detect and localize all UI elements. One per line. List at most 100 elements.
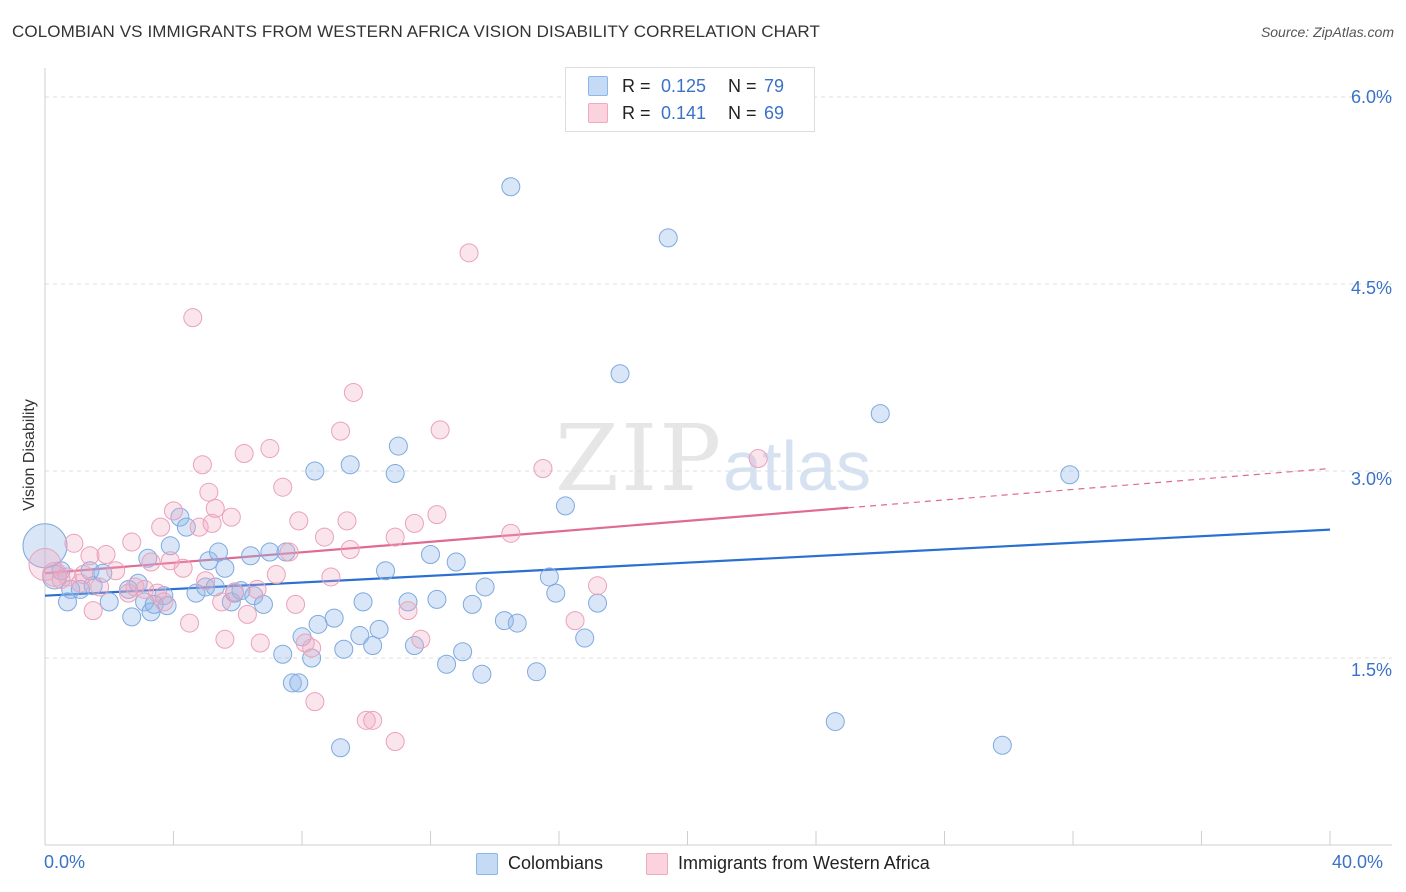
axes bbox=[44, 68, 1392, 846]
western-africa-point bbox=[302, 638, 322, 658]
western-africa-point bbox=[533, 459, 553, 479]
western-africa-point bbox=[189, 517, 209, 537]
western-africa-point bbox=[321, 567, 341, 587]
colombian-point bbox=[305, 461, 325, 481]
western-africa-point bbox=[273, 477, 293, 497]
western-africa-point bbox=[64, 533, 84, 553]
western-africa-point bbox=[221, 507, 241, 527]
trend-lines bbox=[44, 467, 1331, 597]
colombian-point bbox=[331, 738, 351, 758]
western-africa-point bbox=[430, 420, 450, 440]
colombian-point bbox=[353, 592, 373, 612]
colombian-point bbox=[376, 561, 396, 581]
western-africa-point bbox=[90, 577, 110, 597]
legend-label: Immigrants from Western Africa bbox=[678, 853, 930, 873]
stats-r-value: 0.141 bbox=[661, 103, 707, 123]
western-africa-point bbox=[398, 601, 418, 621]
data-points bbox=[22, 177, 1080, 758]
western-africa-point bbox=[164, 501, 183, 521]
western-africa-point bbox=[266, 564, 286, 584]
colombian-point bbox=[462, 594, 482, 614]
colombian-point bbox=[289, 673, 309, 693]
watermark: ZIPatlas bbox=[555, 405, 871, 512]
colombian-point bbox=[70, 579, 90, 599]
western-africa-point bbox=[196, 571, 216, 591]
western-africa-point bbox=[96, 545, 116, 565]
western-africa-point bbox=[80, 546, 100, 566]
colombian-point bbox=[825, 712, 845, 732]
colombian-point bbox=[472, 664, 492, 684]
stats-swatch-pink bbox=[588, 103, 608, 123]
colombian-point bbox=[437, 654, 457, 674]
colombian-point bbox=[421, 545, 440, 565]
stats-r-label: R = bbox=[622, 76, 651, 96]
stats-box: R = 0.125 N = 79 R = 0.141 N = 69 bbox=[565, 67, 815, 132]
western-africa-point bbox=[260, 439, 280, 459]
colombian-point bbox=[160, 536, 180, 556]
legend-item-western-africa[interactable]: Immigrants from Western Africa bbox=[646, 852, 986, 876]
western-africa-point bbox=[199, 482, 219, 502]
western-africa-point bbox=[314, 527, 334, 547]
western-africa-point bbox=[295, 633, 315, 653]
western-africa-point bbox=[331, 421, 351, 441]
western-africa-point bbox=[286, 594, 306, 614]
western-africa-point bbox=[279, 542, 299, 562]
legend-swatch-blue bbox=[476, 853, 498, 875]
stats-n-value: 79 bbox=[764, 76, 785, 96]
western-africa-point bbox=[192, 455, 212, 475]
colombian-point bbox=[539, 567, 559, 587]
colombian-point bbox=[241, 546, 261, 566]
western-africa-point bbox=[183, 308, 203, 328]
legend-label: Colombians bbox=[508, 853, 604, 873]
western-africa-point bbox=[305, 692, 325, 712]
colombian-point bbox=[555, 496, 575, 516]
stats-r-value: 0.125 bbox=[661, 76, 707, 96]
western-africa-point bbox=[411, 629, 431, 649]
colombian-point bbox=[231, 581, 251, 601]
gridlines bbox=[45, 96, 1392, 659]
stats-n-value: 69 bbox=[764, 103, 785, 123]
western-africa-point bbox=[74, 564, 94, 584]
colombian-point bbox=[446, 552, 466, 572]
colombian-point bbox=[99, 592, 119, 612]
western-africa-point bbox=[247, 579, 267, 599]
colombian-point bbox=[992, 735, 1012, 755]
colombian-point bbox=[350, 626, 370, 646]
colombian-point bbox=[363, 636, 383, 656]
western-africa-point bbox=[202, 513, 222, 533]
western-africa-point bbox=[106, 561, 126, 581]
colombian-point bbox=[658, 228, 678, 248]
legend-item-colombians[interactable]: Colombians bbox=[476, 852, 636, 876]
colombian-point bbox=[501, 177, 521, 197]
western-africa-point bbox=[385, 527, 405, 547]
colombian-point bbox=[260, 542, 280, 562]
x-max-label: 40.0% bbox=[1332, 852, 1384, 872]
western-africa-point bbox=[340, 540, 360, 560]
trend-line bbox=[44, 528, 1331, 597]
colombian-point bbox=[122, 607, 142, 627]
colombian-point bbox=[208, 542, 228, 562]
watermark-atlas: atlas bbox=[723, 427, 872, 505]
colombian-point bbox=[385, 463, 405, 483]
western-africa-point bbox=[212, 592, 232, 612]
western-africa-point bbox=[427, 505, 447, 525]
colombian-point bbox=[57, 592, 77, 612]
colombian-point bbox=[610, 364, 630, 384]
trend-line-extrapolated bbox=[848, 467, 1331, 509]
y-tick-label-6: 6.0% bbox=[1350, 87, 1392, 107]
western-africa-point bbox=[205, 498, 225, 518]
colombian-point bbox=[334, 639, 354, 659]
stats-n-label: N = bbox=[728, 103, 757, 123]
western-africa-point bbox=[51, 569, 71, 589]
western-africa-point bbox=[135, 579, 155, 599]
colombian-point bbox=[575, 628, 595, 648]
colombian-point bbox=[340, 455, 360, 475]
stats-swatch-blue bbox=[588, 76, 608, 96]
western-africa-point bbox=[234, 444, 254, 464]
colombian-point bbox=[427, 589, 447, 609]
western-africa-point bbox=[289, 511, 309, 531]
western-africa-point bbox=[385, 732, 405, 752]
western-africa-point bbox=[343, 382, 363, 402]
colombian-point bbox=[61, 579, 81, 599]
